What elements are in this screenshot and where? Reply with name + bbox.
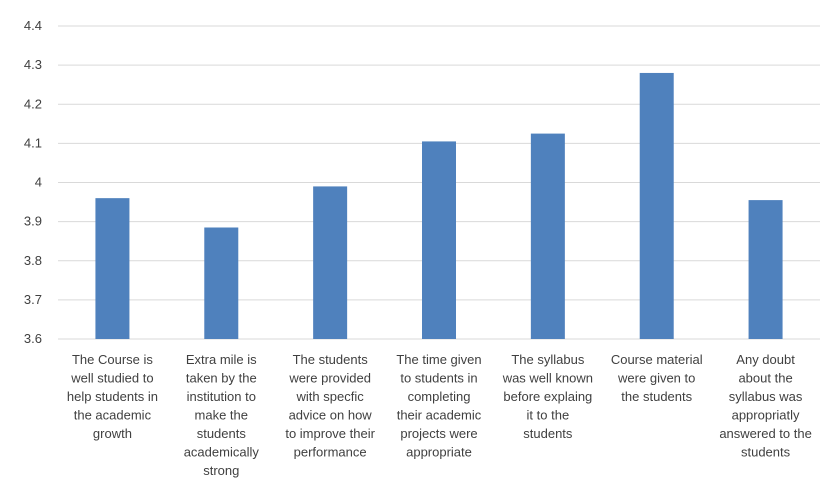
x-category-label-line: advice on how <box>289 408 373 423</box>
x-category-label-line: students <box>523 426 573 441</box>
x-category-label-line: students <box>197 426 247 441</box>
y-tick-label: 3.9 <box>24 214 42 229</box>
x-category-label-line: well studied to <box>70 371 153 386</box>
bar <box>313 186 348 339</box>
x-category-label-line: strong <box>203 463 239 478</box>
x-category-label-line: syllabus was <box>729 389 803 404</box>
x-category-label-line: Course material <box>611 352 703 367</box>
y-tick-label: 3.8 <box>24 253 42 268</box>
x-category-label-line: The syllabus <box>511 352 584 367</box>
x-category-label-line: to improve their <box>285 426 375 441</box>
x-category-label-line: The students <box>293 352 369 367</box>
bar <box>639 72 674 339</box>
x-category-label-line: The Course is <box>72 352 153 367</box>
x-category-label-line: answered to the <box>719 426 812 441</box>
y-tick-label: 4 <box>35 175 42 190</box>
x-category-label-line: growth <box>93 426 132 441</box>
x-category-label-line: about the <box>738 371 792 386</box>
x-category-label-line: was well known <box>502 371 593 386</box>
bars <box>95 72 783 339</box>
x-category-label: Any doubt about the syllabus was appropriat… <box>719 352 812 460</box>
x-category-label-line: to students in <box>400 371 477 386</box>
x-category-label-line: were given to <box>617 371 695 386</box>
x-category-label-line: appropriate <box>406 445 472 460</box>
x-axis-labels: The Course is well studied to help student… <box>67 352 812 478</box>
bar <box>422 141 456 339</box>
y-tick-label: 4.1 <box>24 135 42 150</box>
x-category-label: Course material were given to the students <box>611 352 703 404</box>
x-category-label-line: performance <box>294 445 367 460</box>
x-category-label-line: appropriatly <box>732 408 800 423</box>
x-category-label: The syllabus was well known before explain… <box>502 352 593 441</box>
x-category-label-line: it to the <box>527 408 570 423</box>
x-category-label-line: their academic <box>397 408 482 423</box>
bar <box>748 200 783 339</box>
x-category-label-line: The time given <box>396 352 481 367</box>
x-category-label-line: the students <box>621 389 692 404</box>
y-tick-label: 3.7 <box>24 292 42 307</box>
x-category-label-line: institution to <box>187 389 256 404</box>
x-category-label: The Course is well studied to help student… <box>67 352 158 441</box>
x-category-label-line: Any doubt <box>736 352 795 367</box>
x-category-label-line: projects were <box>400 426 477 441</box>
x-category-label-line: help students in <box>67 389 158 404</box>
x-category-label-line: students <box>741 445 791 460</box>
x-category-label: The students were provided with specfic adv… <box>285 352 375 460</box>
x-category-label: The time given to students in completing th… <box>396 352 481 460</box>
x-category-label-line: academically <box>184 445 260 460</box>
y-axis-ticks: 3.6 3.7 3.8 3.9 4 4.1 4.2 4.3 4.4 <box>24 18 42 346</box>
x-category-label-line: were provided <box>288 371 371 386</box>
y-tick-label: 3.6 <box>24 331 42 346</box>
x-category-label-line: before explaing <box>503 389 592 404</box>
x-category-label-line: completing <box>408 389 471 404</box>
x-category-label-line: Extra mile is <box>186 352 257 367</box>
bar <box>204 227 239 339</box>
x-category-label-line: make the <box>195 408 248 423</box>
y-tick-label: 4.3 <box>24 57 42 72</box>
x-category-label: Extra mile is taken by the institution to m… <box>184 352 260 478</box>
bar <box>95 198 130 339</box>
y-tick-label: 4.4 <box>24 18 42 33</box>
x-category-label-line: with specfic <box>296 389 365 404</box>
bar <box>530 133 565 339</box>
x-category-label-line: taken by the <box>186 371 257 386</box>
y-tick-label: 4.2 <box>24 96 42 111</box>
x-category-label-line: the academic <box>74 408 152 423</box>
